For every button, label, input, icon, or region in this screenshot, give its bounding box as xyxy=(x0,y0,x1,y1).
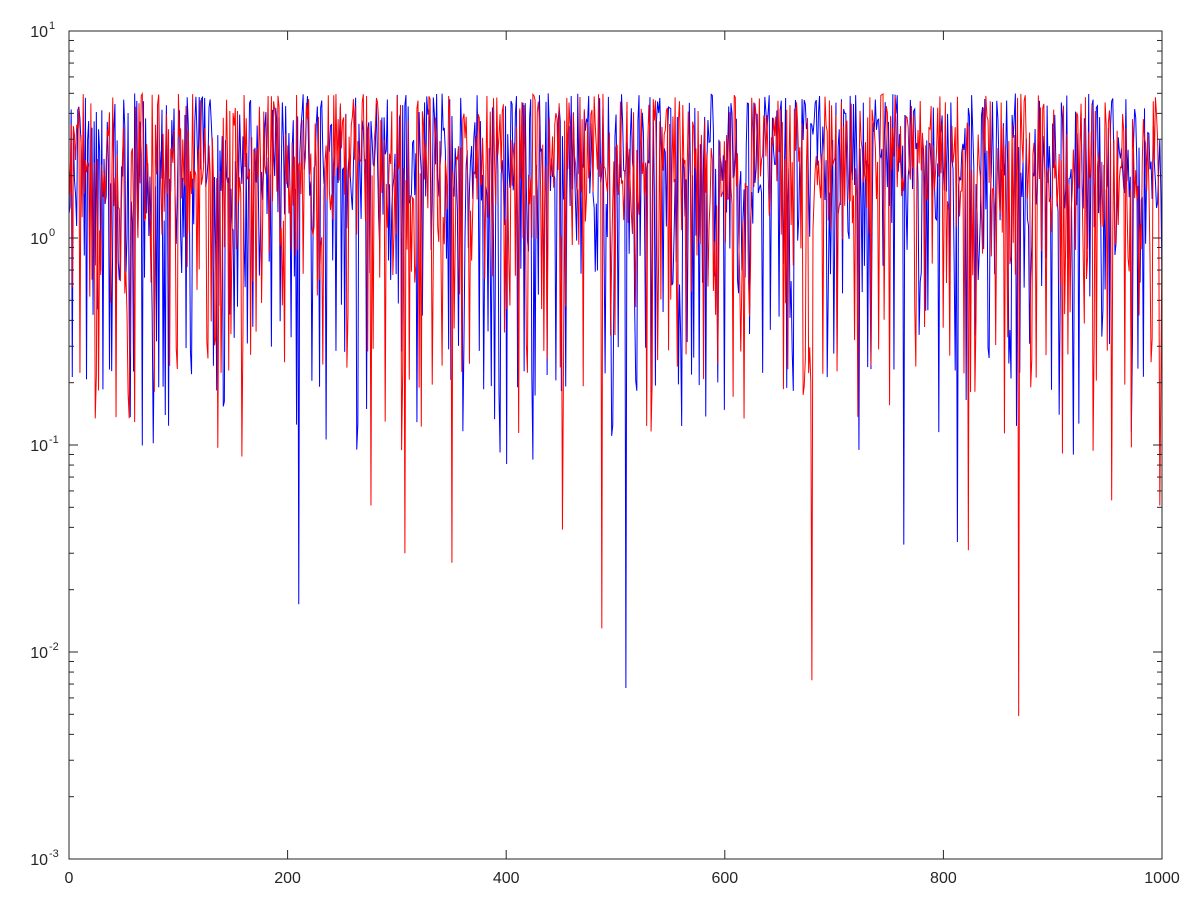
series-layer xyxy=(68,91,1163,717)
x-tick-label: 400 xyxy=(493,870,520,887)
y-tick-exponent: 1 xyxy=(49,20,55,32)
series-line-1 xyxy=(68,93,1163,689)
y-tick-label: 10 xyxy=(30,852,48,869)
y-tick-label: 10 xyxy=(30,645,48,662)
x-tick-label: 600 xyxy=(711,870,738,887)
y-tick-exponent: -2 xyxy=(49,641,59,653)
y-tick-exponent: 0 xyxy=(49,227,55,239)
x-tick-label: 1000 xyxy=(1144,870,1180,887)
x-tick-label: 800 xyxy=(930,870,957,887)
x-tick-label: 200 xyxy=(274,870,301,887)
y-tick-label: 10 xyxy=(30,231,48,248)
plot-frame xyxy=(68,30,1163,860)
y-tick-exponent: -1 xyxy=(49,434,59,446)
x-tick-label: 0 xyxy=(65,870,74,887)
series-line-2 xyxy=(68,91,1163,717)
y-tick-exponent: -3 xyxy=(49,848,59,860)
y-tick-label: 10 xyxy=(30,438,48,455)
y-tick-label: 10 xyxy=(30,24,48,41)
